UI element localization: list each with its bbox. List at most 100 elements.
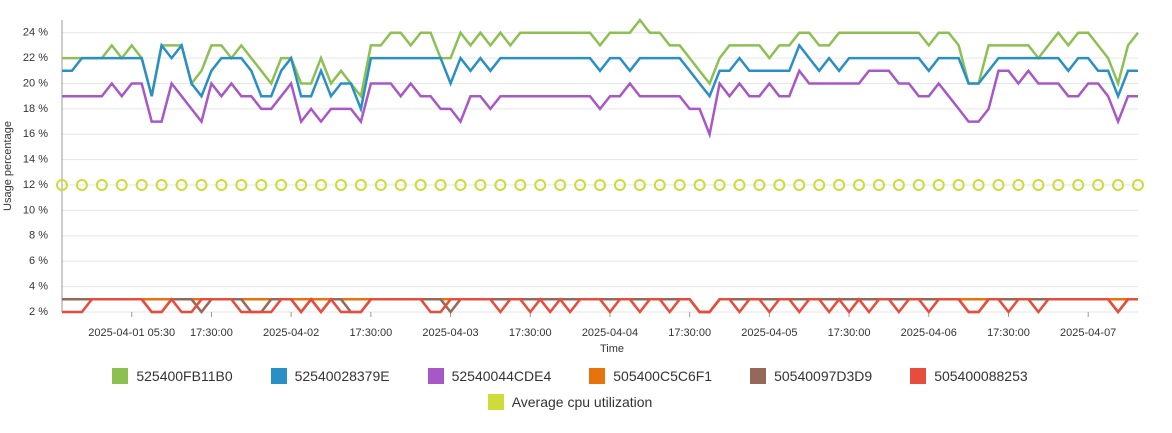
- legend-label: 50540097D3D9: [774, 368, 873, 384]
- marker: [972, 179, 985, 192]
- marker: [255, 179, 268, 192]
- marker: [275, 179, 288, 192]
- x-tick-label: 2025-04-01 05:30: [88, 327, 175, 339]
- legend-item[interactable]: Average cpu utilization: [487, 392, 653, 412]
- legend-swatch: [589, 368, 606, 384]
- x-tick-label: 2025-04-02: [263, 327, 319, 339]
- marker: [56, 179, 68, 192]
- series-line: [62, 68, 1138, 139]
- marker: [494, 179, 507, 192]
- marker: [1112, 179, 1125, 192]
- marker: [594, 179, 606, 192]
- legend-swatch: [427, 368, 444, 384]
- y-tick-label: 12 %: [23, 179, 48, 191]
- x-tick-label: 17:30:00: [190, 327, 233, 339]
- marker: [295, 179, 308, 192]
- legend-label: Average cpu utilization: [511, 394, 653, 410]
- marker: [1032, 179, 1045, 192]
- y-tick-label: 22 %: [23, 52, 48, 64]
- legend-item[interactable]: 50540097D3D9: [750, 366, 872, 386]
- marker: [315, 179, 328, 192]
- marker: [932, 179, 945, 192]
- marker: [673, 179, 686, 192]
- series-line: [62, 42, 1138, 114]
- x-tick-label: 17:30:00: [828, 327, 871, 339]
- marker: [434, 179, 447, 192]
- legend-swatch: [910, 368, 927, 384]
- marker: [95, 179, 108, 192]
- marker: [574, 179, 587, 192]
- x-tick-label: 17:30:00: [349, 327, 392, 339]
- legend-label: 505400088253: [934, 368, 1028, 384]
- legend-item[interactable]: 505400C5C6F1: [589, 366, 712, 386]
- x-tick-label: 2025-04-03: [422, 327, 478, 339]
- marker: [155, 179, 168, 192]
- y-tick-label: 24 %: [23, 27, 48, 39]
- marker: [334, 179, 347, 192]
- y-tick-label: 14 %: [23, 154, 48, 166]
- legend-label: 525400FB11B0: [136, 368, 233, 384]
- y-tick-label: 18 %: [23, 103, 48, 115]
- marker: [1092, 179, 1105, 192]
- series-line: [62, 297, 1138, 315]
- marker: [454, 179, 467, 192]
- legend-swatch: [112, 368, 129, 384]
- marker: [215, 179, 228, 192]
- x-tick-label: 17:30:00: [987, 327, 1030, 339]
- marker: [952, 179, 965, 192]
- marker: [195, 179, 208, 192]
- marker: [872, 179, 885, 192]
- marker: [1072, 179, 1085, 192]
- marker: [1132, 179, 1144, 192]
- legend-item[interactable]: 505400088253: [910, 366, 1028, 386]
- marker: [514, 179, 527, 192]
- marker: [75, 179, 88, 192]
- legend-swatch: [270, 368, 287, 384]
- marker: [354, 179, 367, 192]
- y-tick-label: 8 %: [29, 230, 48, 242]
- marker: [175, 179, 188, 192]
- legend-swatch: [750, 368, 767, 384]
- x-tick-label: 17:30:00: [509, 327, 552, 339]
- x-tick-label: 2025-04-05: [741, 327, 797, 339]
- y-tick-label: 16 %: [23, 128, 48, 140]
- x-tick-label: 17:30:00: [668, 327, 711, 339]
- marker: [613, 179, 626, 192]
- marker: [912, 179, 925, 192]
- x-axis-label: Time: [600, 343, 624, 355]
- legend-label: 52540028379E: [294, 368, 390, 384]
- marker: [833, 179, 846, 192]
- marker: [633, 179, 646, 192]
- marker: [693, 179, 706, 192]
- marker: [733, 179, 746, 192]
- marker: [793, 179, 806, 192]
- legend-item[interactable]: 52540044CDE4: [427, 366, 552, 386]
- chart: Time Usage percentage 2 % 4 % 6 % 8 % 10 % 12…: [2, 17, 1144, 355]
- marker: [135, 179, 148, 192]
- marker: [235, 179, 248, 192]
- marker: [753, 179, 766, 192]
- legend-swatch: [487, 394, 504, 410]
- y-axis-label: Usage percentage: [2, 121, 14, 211]
- marker: [534, 179, 547, 192]
- marker: [892, 179, 905, 192]
- marker: [713, 179, 726, 192]
- y-tick-label: 20 %: [23, 77, 48, 89]
- marker: [474, 179, 487, 192]
- legend-label: 505400C5C6F1: [613, 368, 713, 384]
- x-tick-label: 2025-04-04: [582, 327, 638, 339]
- marker: [1052, 179, 1065, 192]
- y-tick-label: 10 %: [23, 204, 48, 216]
- marker: [813, 179, 826, 192]
- legend-item[interactable]: 52540028379E: [270, 366, 390, 386]
- y-tick-label: 6 %: [29, 255, 48, 267]
- marker: [1012, 179, 1025, 192]
- legend-item[interactable]: 525400FB11B0: [112, 366, 233, 386]
- marker: [394, 179, 407, 192]
- legend-label: 52540044CDE4: [451, 368, 552, 384]
- marker: [115, 179, 128, 192]
- x-tick-label: 2025-04-07: [1060, 327, 1116, 339]
- marker: [773, 179, 786, 192]
- marker: [554, 179, 567, 192]
